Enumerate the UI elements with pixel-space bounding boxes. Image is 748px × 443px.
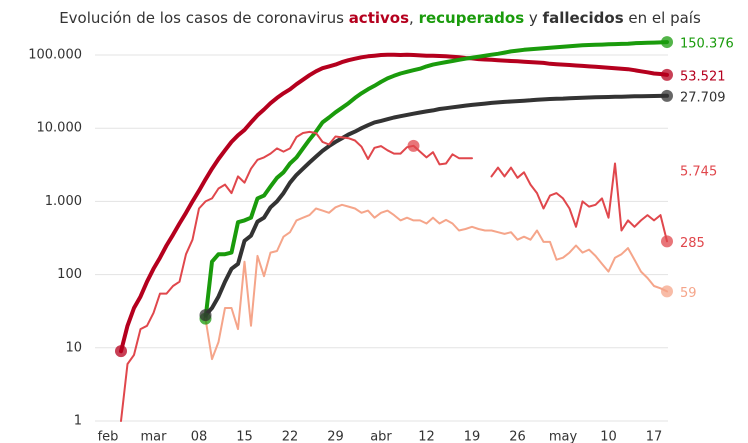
x-tick-label: mar <box>141 430 168 443</box>
x-tick-label: feb <box>98 430 119 443</box>
value-label: 285 <box>680 236 705 251</box>
x-tick-label: 19 <box>464 430 481 443</box>
label-dot <box>661 68 673 81</box>
x-tick-label: 08 <box>191 430 208 443</box>
title-part: fallecidos <box>543 9 624 27</box>
value-label: 5.745 <box>680 164 717 179</box>
y-tick-label: 1 <box>74 414 82 429</box>
label-dot <box>661 235 673 248</box>
chart-title: Evolución de los casos de coronavirus ac… <box>59 9 701 27</box>
title-part: activos <box>349 9 409 27</box>
y-tick-label: 1.000 <box>45 194 82 209</box>
start-dot <box>199 309 212 322</box>
start-dot <box>115 345 127 358</box>
x-tick-label: 12 <box>418 430 435 443</box>
y-tick-label: 10.000 <box>37 121 83 136</box>
series-line <box>203 40 669 321</box>
y-tick-label: 100.000 <box>28 48 82 63</box>
series-line <box>203 93 669 318</box>
title-part: en el país <box>624 9 701 27</box>
x-tick-label: 26 <box>509 430 526 443</box>
title-part: y <box>524 9 542 27</box>
value-label: 53.521 <box>680 69 726 84</box>
y-tick-label: 100 <box>57 267 82 282</box>
x-tick-label: 29 <box>327 430 344 443</box>
label-dot <box>661 285 673 298</box>
y-tick-label: 10 <box>65 340 82 355</box>
title-part: , <box>409 9 419 27</box>
x-tick-label: 17 <box>646 430 663 443</box>
value-label: 27.709 <box>680 90 726 105</box>
value-label: 59 <box>680 286 697 301</box>
value-label: 150.376 <box>680 37 734 52</box>
x-tick-label: 22 <box>282 430 299 443</box>
label-dot <box>661 89 673 102</box>
label-dot <box>407 139 420 152</box>
x-tick-label: 15 <box>236 430 253 443</box>
series-line <box>119 52 669 354</box>
x-tick-label: may <box>549 430 578 443</box>
series-line <box>204 203 668 361</box>
series-line <box>120 130 668 422</box>
label-dot <box>661 36 673 49</box>
title-part: Evolución de los casos de coronavirus <box>59 9 349 27</box>
title-part: recuperados <box>419 9 525 27</box>
x-tick-label: 10 <box>600 430 617 443</box>
x-tick-label: abr <box>370 430 392 443</box>
